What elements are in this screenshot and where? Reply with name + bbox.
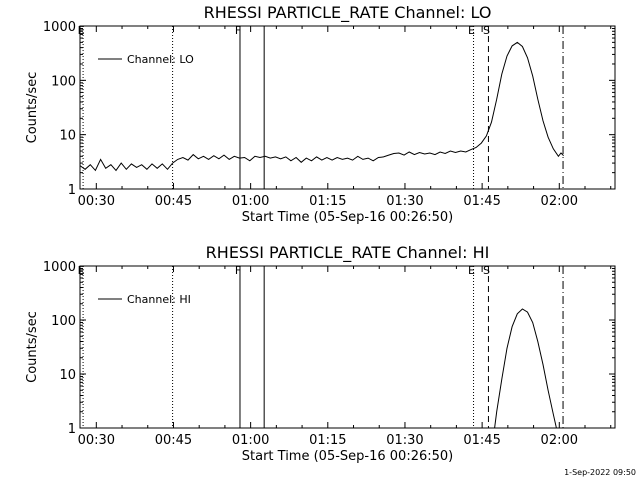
legend-label: Channel: LO: [127, 53, 194, 66]
x-tick-label: 01:15: [309, 194, 346, 209]
chart-panel-hi: RHESSI PARTICLE_RATE Channel: HI 00:30 00:…: [25, 243, 616, 464]
y-tick-label: 1: [68, 422, 76, 437]
y-axis-label: Counts/sec: [25, 72, 40, 144]
footer-timestamp: 1-Sep-2022 09:50: [564, 468, 636, 477]
y-tick-label: 1000: [43, 20, 76, 35]
y-tick-label: 10: [59, 129, 76, 144]
legend-label: Channel: HI: [127, 293, 191, 306]
chart-title: RHESSI PARTICLE_RATE Channel: HI: [206, 243, 490, 263]
series-line: [494, 308, 557, 429]
chart-title: RHESSI PARTICLE_RATE Channel: LO: [204, 3, 492, 23]
x-tick-label: 01:30: [386, 194, 423, 209]
event-marker-label: F: [235, 264, 241, 277]
x-axis-label: Start Time (05-Sep-16 00:26:50): [242, 210, 453, 225]
event-marker-label: E: [78, 24, 85, 37]
x-axis-label: Start Time (05-Sep-16 00:26:50): [242, 449, 453, 464]
x-tick-label: 02:00: [541, 433, 578, 448]
chart-panel-lo: RHESSI PARTICLE_RATE Channel: LO 00:30 00:…: [25, 3, 616, 225]
event-marker-label: S: [483, 264, 490, 277]
plot-frame: [79, 25, 616, 190]
x-tick-label: 01:00: [232, 433, 269, 448]
event-marker-label: E: [468, 264, 475, 277]
x-tick-label: 01:30: [386, 433, 423, 448]
y-tick-label: 10: [59, 368, 76, 383]
y-tick-label: 100: [51, 314, 76, 329]
x-tick-label: 00:45: [155, 194, 192, 209]
y-tick-label: 100: [51, 74, 76, 89]
x-tick-label: 01:45: [463, 194, 500, 209]
y-tick-label: 1: [68, 183, 76, 198]
event-marker-label: S: [483, 24, 490, 37]
event-marker-label: E: [78, 264, 85, 277]
x-tick-label: 00:30: [78, 194, 115, 209]
y-axis-label: Counts/sec: [25, 311, 40, 383]
x-tick-label: 01:45: [463, 433, 500, 448]
x-tick-label: 00:45: [155, 433, 192, 448]
event-marker-label: F: [235, 24, 241, 37]
x-tick-label: 01:00: [232, 194, 269, 209]
series-line: [79, 41, 564, 172]
x-tick-label: 01:15: [309, 433, 346, 448]
plot-frame: [79, 265, 616, 429]
x-tick-label: 00:30: [78, 433, 115, 448]
event-marker-label: E: [468, 24, 475, 37]
x-tick-label: 02:00: [541, 194, 578, 209]
y-tick-label: 1000: [43, 260, 76, 275]
